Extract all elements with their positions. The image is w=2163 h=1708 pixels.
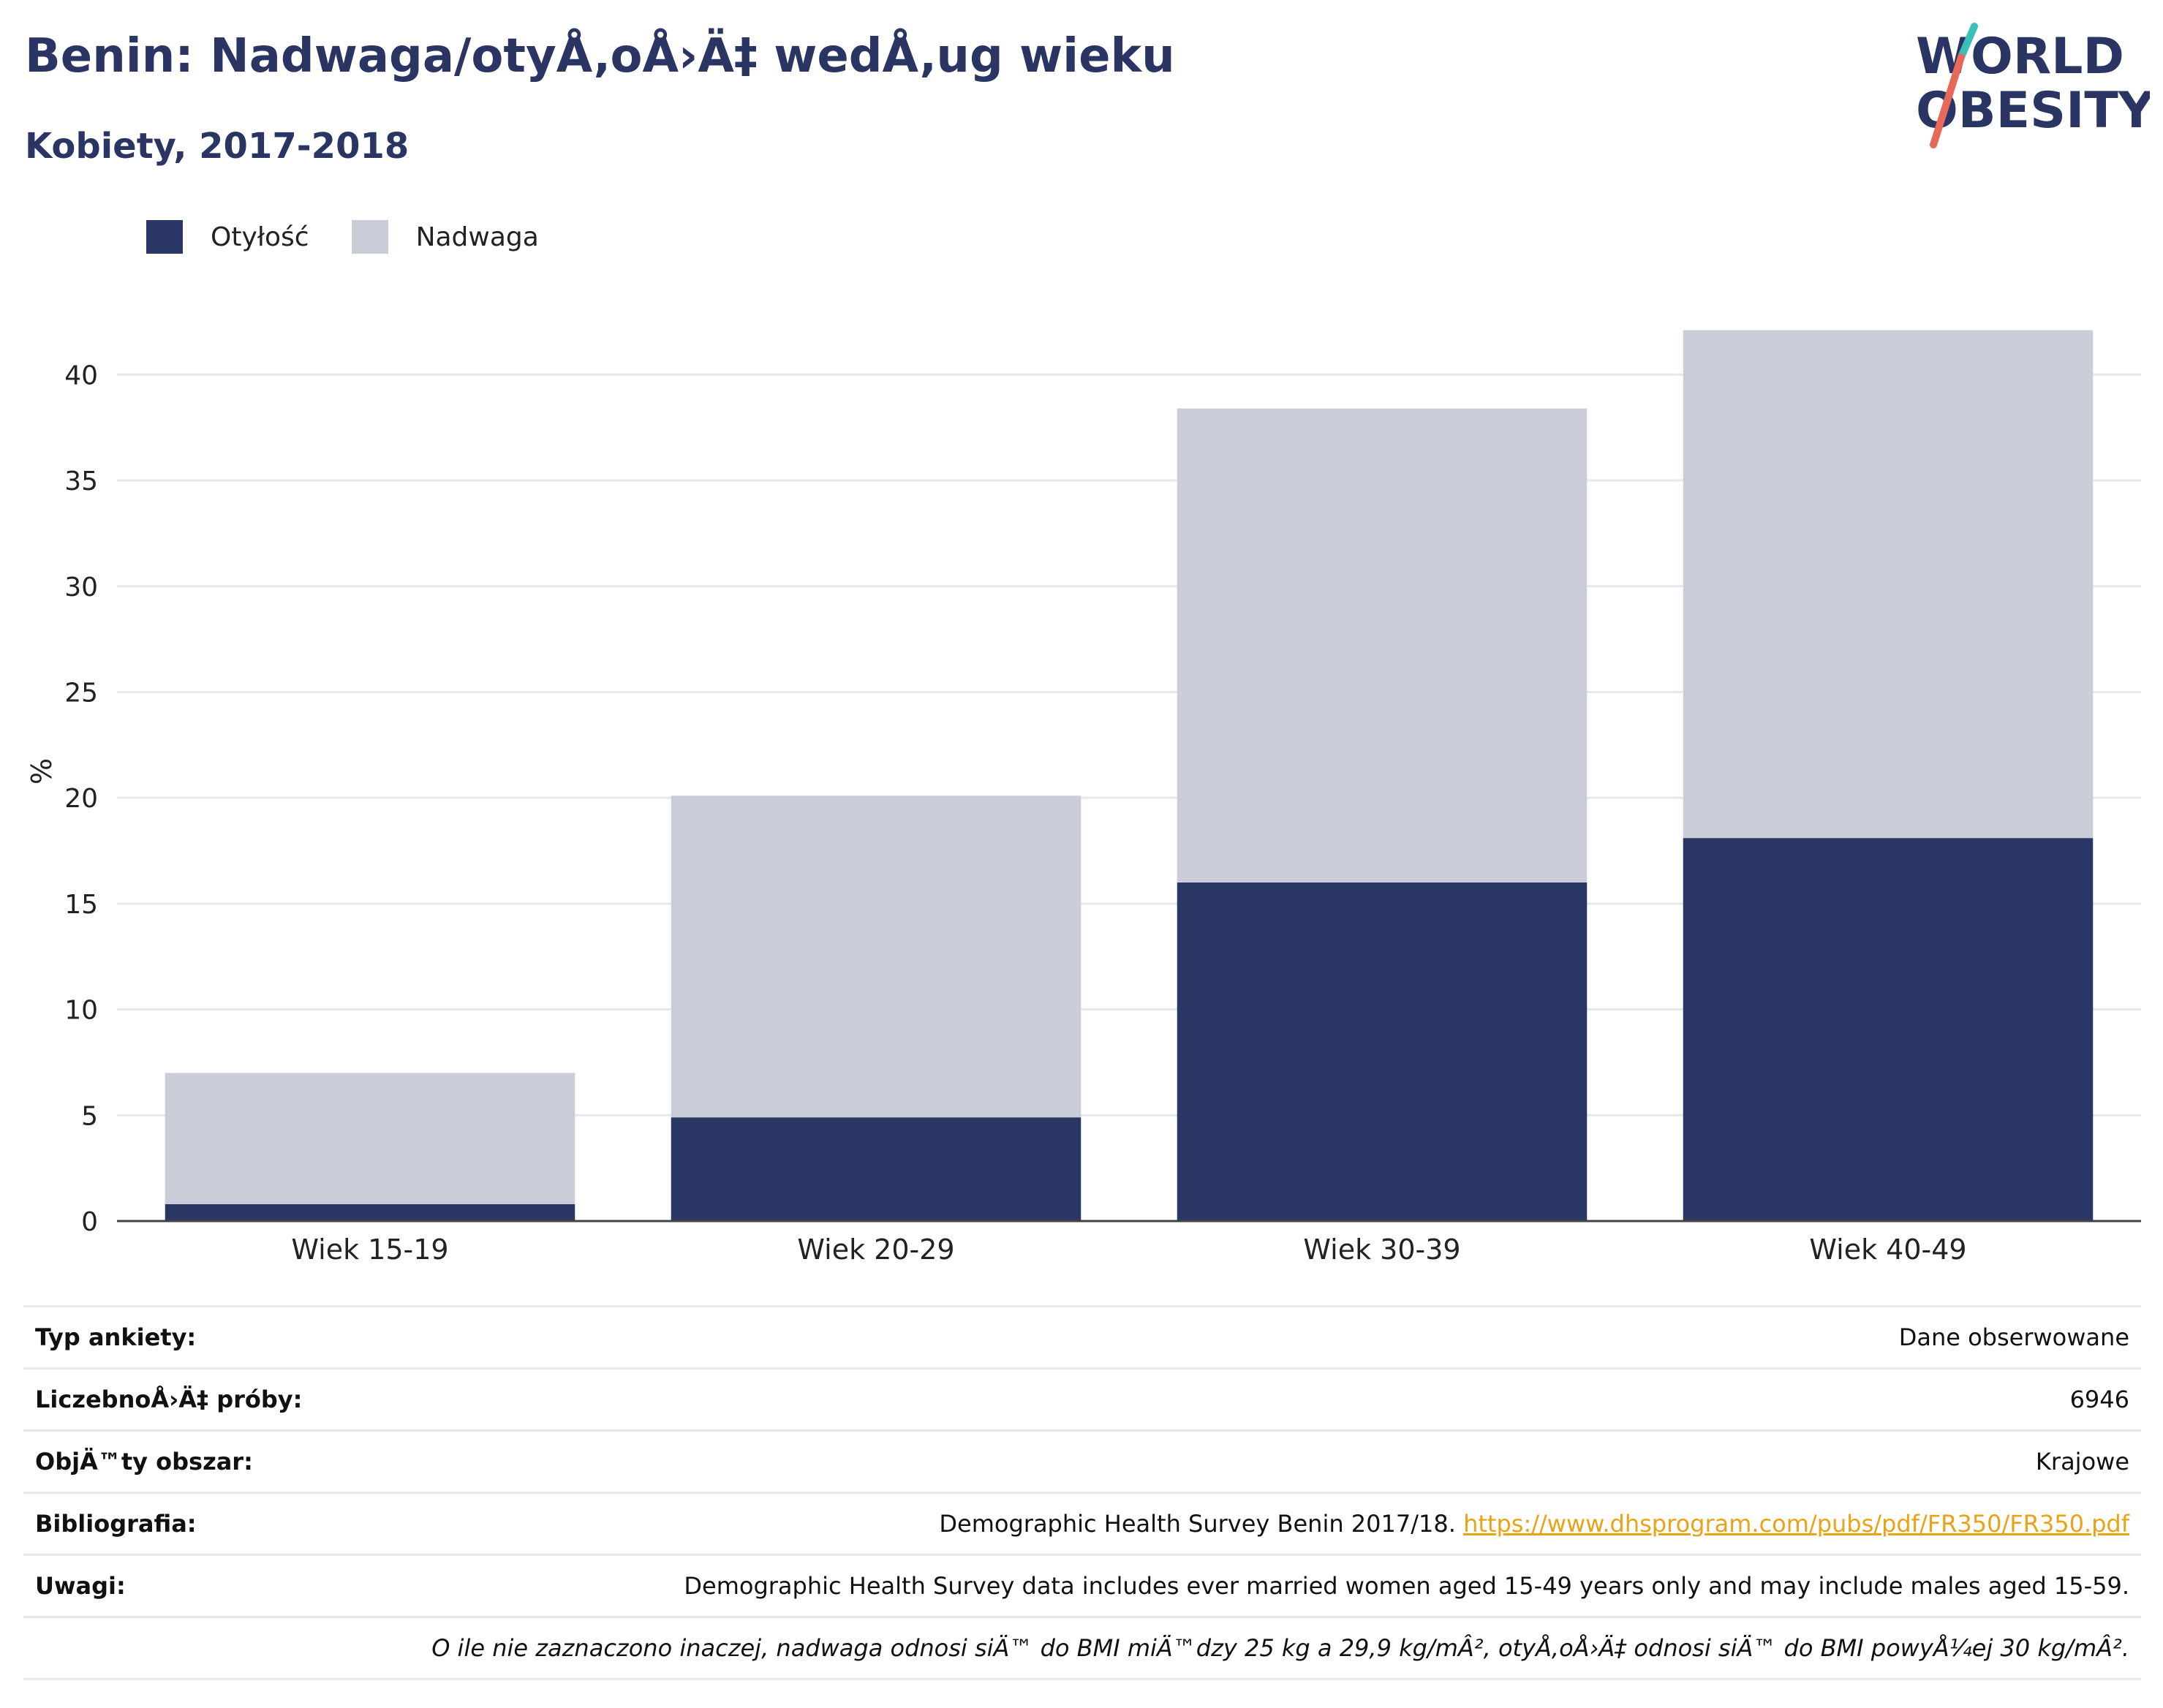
y-axis-title: % (26, 758, 58, 785)
bmi-footnote: O ile nie zaznaczono inaczej, nadwaga od… (431, 1634, 2129, 1662)
bar-overweight (165, 1073, 575, 1204)
page-title: Benin: Nadwaga/otyÅ‚oÅ›Ä‡ wedÅ‚ug wieku (25, 29, 1175, 83)
survey-details-table: Typ ankiety: Dane obserwowane LiczebnoÅ›… (23, 1305, 2141, 1680)
y-tick-label: 0 (81, 1207, 98, 1237)
x-tick-label: Wiek 30-39 (1303, 1233, 1460, 1265)
meta-value: Demographic Health Survey data includes … (684, 1572, 2129, 1600)
x-tick-label: Wiek 20-29 (797, 1233, 954, 1265)
x-tick-label: Wiek 40-49 (1809, 1233, 1966, 1265)
legend-label-obesity: Otyłość (211, 222, 309, 252)
bibliography-link[interactable]: https://www.dhsprogram.com/pubs/pdf/FR35… (1463, 1510, 2129, 1538)
meta-row-footnote: O ile nie zaznaczono inaczej, nadwaga od… (23, 1616, 2141, 1680)
meta-row-bibliography: Bibliografia: Demographic Health Survey … (23, 1492, 2141, 1554)
legend-swatch-obesity (146, 220, 183, 254)
chart-legend: Otyłość Nadwaga (146, 218, 581, 256)
meta-key: ObjÄ™ty obszar: (35, 1448, 253, 1475)
meta-value: Demographic Health Survey Benin 2017/18.… (939, 1510, 2141, 1538)
bar-overweight (1177, 408, 1588, 883)
bar-obesity (1177, 882, 1588, 1221)
meta-key: LiczebnoÅ›Ä‡ próby: (35, 1386, 303, 1413)
meta-key: Uwagi: (35, 1572, 126, 1600)
bar-overweight (1683, 330, 2094, 839)
world-obesity-logo: WORLD OBESITY (1916, 23, 2150, 148)
y-tick-label: 10 (64, 996, 98, 1026)
bar-overweight (671, 796, 1082, 1118)
stacked-bar-chart: 0 5 10 15 20 25 30 35 40% Wiek 15-19 Wiek 20-29 Wie… (26, 330, 2141, 1265)
meta-value: Krajowe (2035, 1448, 2129, 1475)
page-subtitle: Kobiety, 2017-2018 (25, 126, 409, 167)
logo-line-obesity: OBESITY (1916, 82, 2150, 140)
y-tick-label: 40 (64, 360, 98, 390)
logo-slash-top (1958, 23, 1978, 61)
legend-item-overweight: Nadwaga (351, 220, 539, 254)
bar-obesity (1683, 838, 2094, 1221)
meta-value: Dane obserwowane (1898, 1323, 2129, 1351)
legend-item-obesity: Otyłość (146, 220, 309, 254)
meta-row-sample-size: LiczebnoÅ›Ä‡ próby: 6946 (23, 1367, 2141, 1429)
meta-value: 6946 (2069, 1386, 2129, 1413)
y-tick-label: 5 (81, 1101, 98, 1131)
logo-line-world: WORLD (1916, 28, 2124, 86)
bibliography-text: Demographic Health Survey Benin 2017/18. (939, 1510, 1456, 1538)
meta-row-area-covered: ObjÄ™ty obszar: Krajowe (23, 1429, 2141, 1492)
meta-row-survey-type: Typ ankiety: Dane obserwowane (23, 1305, 2141, 1367)
x-tick-label: Wiek 15-19 (291, 1233, 448, 1265)
meta-key: Typ ankiety: (35, 1323, 197, 1351)
bar-obesity (671, 1117, 1082, 1221)
logo-slash-bottom (1930, 53, 1965, 148)
meta-key: Bibliografia: (35, 1510, 197, 1538)
meta-row-notes: Uwagi: Demographic Health Survey data in… (23, 1554, 2141, 1616)
bar-obesity (165, 1203, 575, 1221)
legend-label-overweight: Nadwaga (415, 222, 539, 252)
y-tick-label: 35 (64, 466, 98, 496)
y-tick-label: 25 (64, 678, 98, 708)
y-tick-label: 30 (64, 573, 98, 602)
legend-swatch-overweight (351, 220, 388, 254)
y-tick-label: 20 (64, 784, 98, 814)
y-tick-label: 15 (64, 890, 98, 920)
